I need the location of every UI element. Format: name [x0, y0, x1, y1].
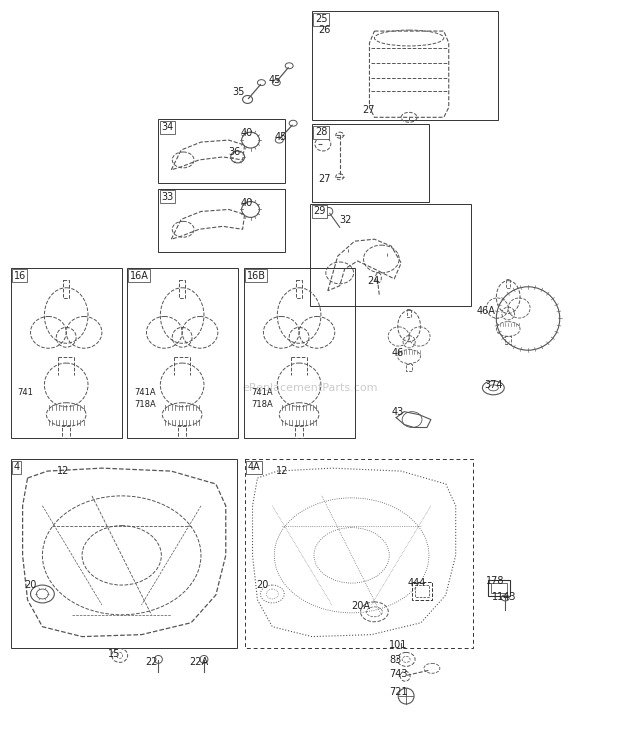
Text: 374: 374	[484, 380, 503, 390]
Text: 101: 101	[389, 640, 408, 650]
Text: 1143: 1143	[492, 592, 517, 602]
Text: 741: 741	[17, 388, 33, 397]
Text: 40: 40	[241, 198, 253, 208]
Bar	[11, 459, 237, 647]
Text: 16: 16	[14, 271, 26, 281]
Bar	[489, 580, 510, 596]
Text: 721: 721	[389, 687, 408, 697]
Text: 20A: 20A	[352, 601, 371, 611]
Text: 444: 444	[407, 578, 425, 589]
Text: 28: 28	[315, 127, 327, 137]
Text: 36: 36	[229, 147, 241, 157]
Text: eReplacementParts.com: eReplacementParts.com	[242, 383, 378, 393]
Text: 16B: 16B	[247, 271, 265, 281]
Text: 35: 35	[232, 86, 245, 97]
Bar	[126, 268, 237, 438]
Text: 27: 27	[318, 174, 330, 184]
Text: 45: 45	[268, 74, 281, 85]
Bar	[310, 204, 471, 306]
Text: 46: 46	[391, 348, 404, 358]
Bar	[312, 124, 429, 202]
Text: 33: 33	[161, 192, 174, 202]
Text: 12: 12	[57, 466, 69, 476]
Text: 32: 32	[340, 216, 352, 225]
Text: 26: 26	[318, 25, 330, 35]
Bar	[158, 119, 285, 183]
Bar	[492, 583, 507, 593]
Text: 743: 743	[389, 670, 408, 679]
Bar	[245, 459, 472, 647]
Text: 29: 29	[313, 207, 326, 217]
Bar	[412, 582, 432, 600]
Bar	[244, 268, 355, 438]
Bar	[158, 189, 285, 252]
Text: 178: 178	[487, 576, 505, 586]
Bar	[415, 585, 429, 597]
Text: 25: 25	[315, 14, 327, 25]
Text: 22: 22	[146, 658, 158, 667]
Bar	[312, 11, 498, 121]
Text: 43: 43	[391, 407, 404, 417]
Text: 46A: 46A	[477, 306, 495, 315]
Text: 22A: 22A	[189, 658, 208, 667]
Text: 20: 20	[257, 580, 269, 590]
Text: 40: 40	[241, 128, 253, 138]
Bar	[11, 268, 122, 438]
Text: 741A: 741A	[135, 388, 156, 397]
Text: 718A: 718A	[252, 400, 273, 408]
Text: 15: 15	[108, 650, 120, 659]
Text: 741A: 741A	[252, 388, 273, 397]
Text: 718A: 718A	[135, 400, 156, 408]
Text: 4A: 4A	[247, 462, 260, 472]
Text: 12: 12	[277, 466, 289, 476]
Text: 4: 4	[14, 462, 20, 472]
Text: 83: 83	[389, 655, 402, 665]
Text: 20: 20	[25, 580, 37, 590]
Text: 24: 24	[368, 276, 380, 286]
Text: 34: 34	[161, 122, 174, 132]
Text: 27: 27	[363, 106, 375, 115]
Text: 45: 45	[274, 132, 286, 142]
Text: 16A: 16A	[130, 271, 149, 281]
